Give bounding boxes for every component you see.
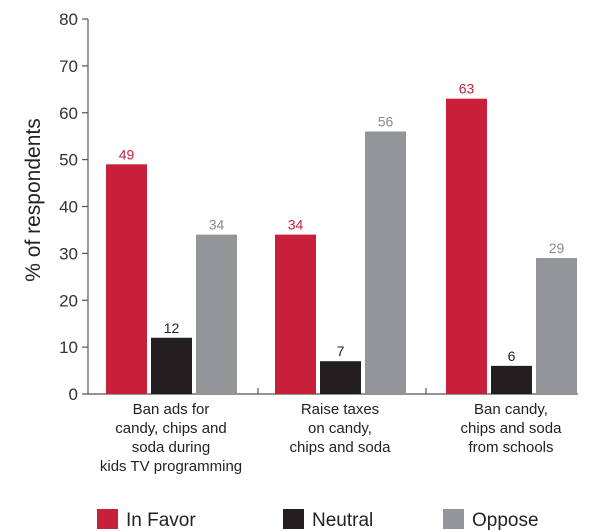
data-label-1-1: 7 (337, 343, 345, 359)
y-tick-label-60: 60 (59, 104, 78, 123)
y-tick-label-40: 40 (59, 198, 78, 217)
bar-0-0 (106, 164, 147, 394)
bar-2-2 (536, 258, 577, 394)
bar-2-1 (365, 131, 406, 394)
data-label-0-2: 63 (459, 81, 475, 97)
bar-0-2 (446, 98, 487, 394)
legend-label-2: Oppose (472, 510, 539, 531)
y-tick-label-0: 0 (69, 385, 78, 404)
bar-1-1 (320, 361, 361, 394)
bar-2-0 (196, 234, 237, 394)
y-tick-label-20: 20 (59, 291, 78, 310)
y-tick-label-30: 30 (59, 244, 78, 263)
y-tick-label-10: 10 (59, 338, 78, 357)
category-label-0-3: kids TV programming (100, 458, 242, 475)
data-label-2-0: 34 (209, 217, 225, 233)
y-tick-label-50: 50 (59, 151, 78, 170)
category-label-1-0: Raise taxes (301, 401, 379, 418)
category-label-1-1: on candy, (308, 420, 372, 437)
data-label-1-2: 6 (508, 348, 516, 364)
category-label-2-2: from schools (468, 439, 553, 456)
category-label-2-0: Ban candy, (474, 401, 548, 418)
legend-swatch-2 (443, 509, 464, 529)
y-tick-label-70: 70 (59, 57, 78, 76)
y-axis-label: % of respondents (22, 118, 45, 281)
category-label-1-2: chips and soda (290, 439, 392, 456)
data-label-2-2: 29 (549, 240, 565, 256)
category-label-2-1: chips and soda (461, 420, 563, 437)
y-tick-label-80: 80 (59, 10, 78, 29)
data-labels: 49 34 63 12 7 6 34 56 29 (119, 81, 565, 364)
data-label-0-1: 34 (288, 217, 304, 233)
category-label-0-2: soda during (132, 439, 210, 456)
bar-0-1 (275, 234, 316, 394)
category-labels: Ban ads for candy, chips and soda during ki… (100, 401, 562, 475)
category-label-0-0: Ban ads for (133, 401, 210, 418)
category-label-0-1: candy, chips and (115, 420, 226, 437)
bars (106, 98, 577, 394)
legend-label-1: Neutral (312, 510, 373, 531)
data-label-0-0: 49 (119, 146, 135, 162)
legend-swatch-0 (97, 509, 118, 529)
bar-1-2 (491, 365, 532, 394)
y-axis-ticks: 0 10 20 30 40 50 60 70 80 (59, 10, 88, 404)
bar-1-0 (151, 337, 192, 394)
legend-label-0: In Favor (126, 510, 196, 531)
data-label-1-0: 12 (164, 320, 180, 336)
legend: In Favor Neutral Oppose (97, 509, 539, 531)
legend-swatch-1 (283, 509, 304, 529)
data-label-2-1: 56 (378, 114, 394, 130)
